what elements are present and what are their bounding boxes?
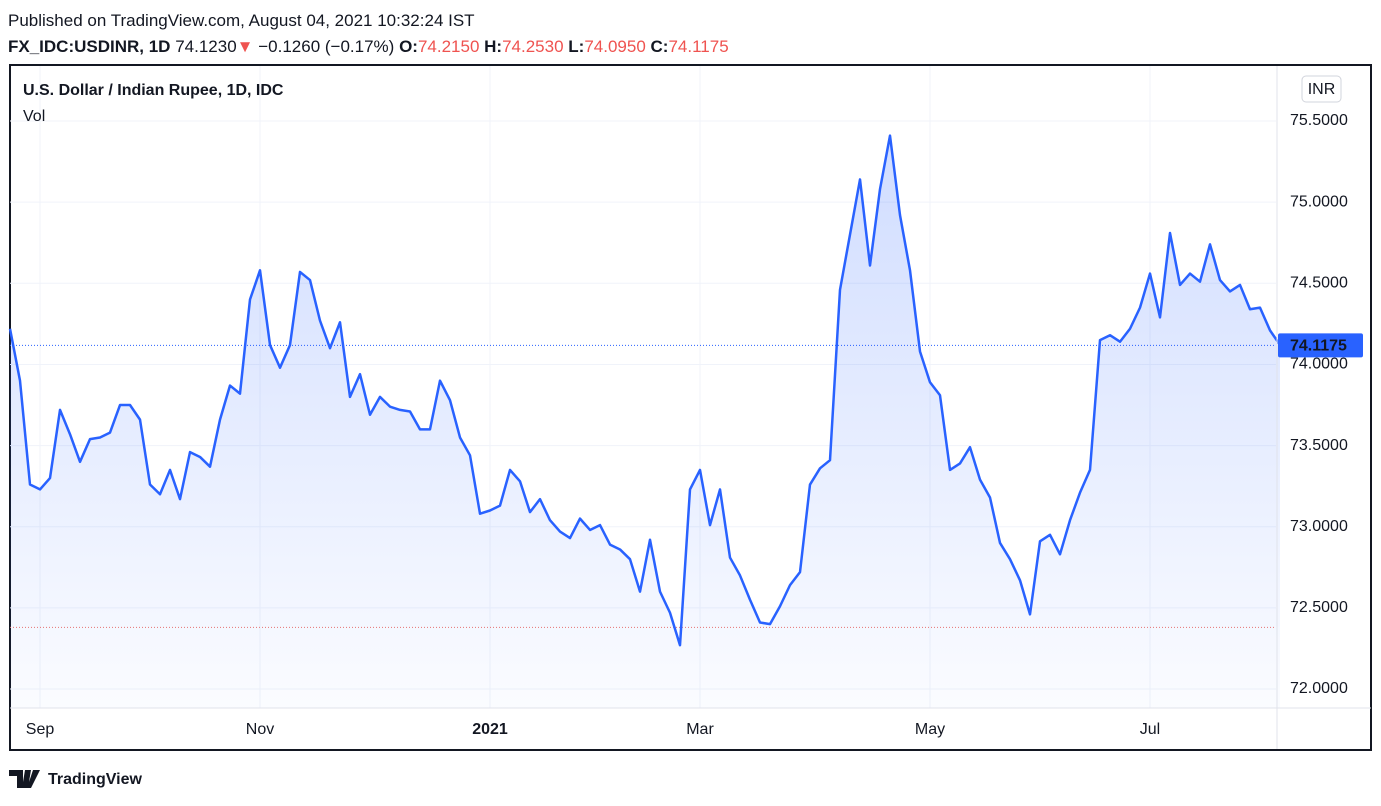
open-label: O: (399, 37, 418, 56)
y-tick-label: 74.5000 (1290, 275, 1348, 292)
chart-subtitle: Vol (23, 108, 45, 125)
chart-title: U.S. Dollar / Indian Rupee, 1D, IDC (23, 82, 284, 99)
brand: TradingView (48, 771, 143, 788)
y-tick-label: 75.0000 (1290, 193, 1348, 210)
last-price-box (1278, 333, 1363, 358)
x-tick-label: Nov (246, 721, 274, 738)
high: 74.2530 (502, 37, 564, 56)
y-tick-label: 74.0000 (1290, 356, 1348, 373)
published: Published on TradingView.com, August 04,… (8, 11, 475, 30)
logo: TradingView (9, 770, 143, 788)
last-price-label: 74.1175 (1290, 338, 1347, 355)
plot (8, 134, 1282, 708)
y-tick-label: 73.5000 (1290, 437, 1348, 454)
y-tick-label: 72.0000 (1290, 680, 1348, 697)
quote-line: FX_IDC:USDINR, 1D 74.1230▼ −0.1260 (−0.1… (8, 34, 729, 60)
axes: 72.0000 72.5000 73.0000 73.5000 74.0000 74.50… (26, 112, 1363, 738)
y-tick-label: 73.0000 (1290, 518, 1348, 535)
arrow: ▼ (236, 37, 254, 56)
y-tick-label: 75.5000 (1290, 112, 1348, 129)
change: −0.1260 (−0.17%) (258, 37, 395, 56)
close-label: C: (650, 37, 669, 56)
header: Published on TradingView.com, August 04,… (8, 8, 729, 60)
close: 74.1175 (668, 37, 729, 56)
logo-icon (9, 770, 40, 788)
area-fill (10, 135, 1280, 708)
x-tick-label: Jul (1140, 721, 1160, 738)
open: 74.2150 (417, 37, 480, 56)
low-label: L: (568, 37, 585, 56)
price-line (8, 134, 1282, 647)
x-tick-label: Sep (26, 721, 55, 738)
y-tick-label: 72.5000 (1290, 599, 1348, 616)
high-label: H: (484, 37, 503, 56)
x-tick-label: 2021 (472, 721, 508, 738)
symbol: FX_IDC:USDINR, 1D (8, 37, 171, 56)
x-tick-label: May (915, 721, 945, 738)
last: 74.1230 (175, 37, 237, 56)
low: 74.0950 (584, 37, 646, 56)
currency-badge[interactable] (1301, 75, 1342, 103)
x-tick-label: Mar (686, 721, 714, 738)
currency-label: INR (1308, 81, 1336, 98)
